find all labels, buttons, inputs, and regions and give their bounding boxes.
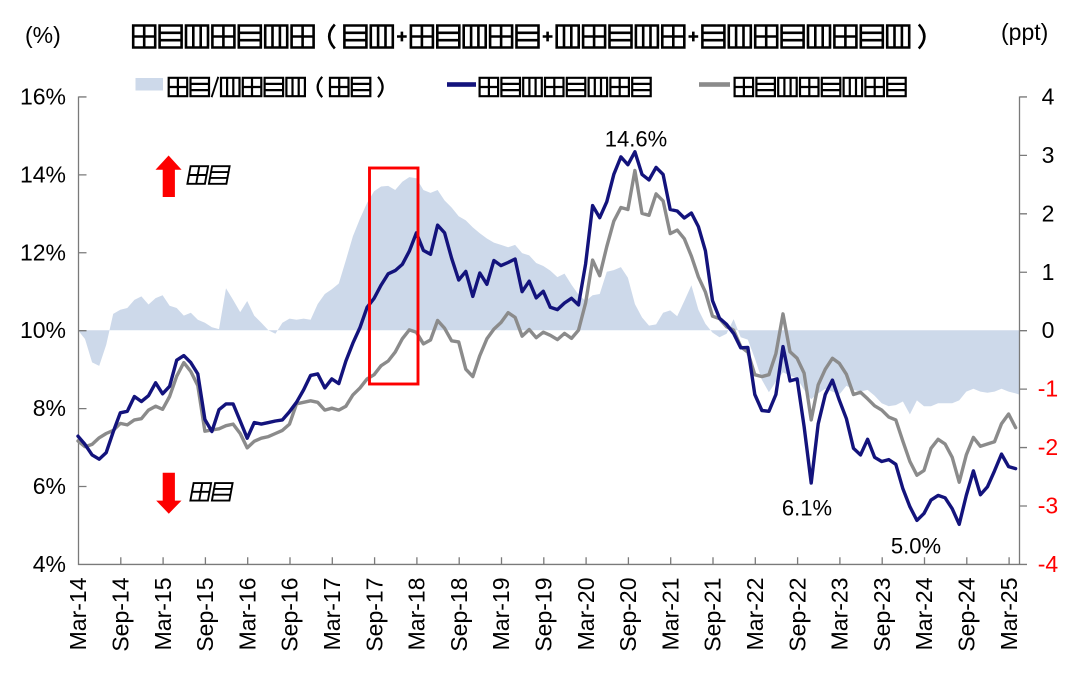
svg-text:12%: 12% [20,239,66,265]
svg-text:14.6%: 14.6% [605,127,667,152]
svg-text:2: 2 [1042,200,1055,226]
svg-text:6%: 6% [33,473,66,499]
svg-text:Sep-19: Sep-19 [531,578,557,652]
svg-text:Mar-23: Mar-23 [827,578,853,651]
svg-text:16%: 16% [20,84,66,110]
svg-text:Mar-24: Mar-24 [911,577,937,650]
svg-text:Sep-16: Sep-16 [277,578,303,652]
svg-text:0: 0 [1042,317,1055,343]
svg-text:-3: -3 [1038,493,1058,519]
svg-text:Sep-15: Sep-15 [192,578,218,652]
svg-text:6.1%: 6.1% [782,496,832,521]
svg-text:Sep-24: Sep-24 [954,577,980,651]
svg-text:(ppt): (ppt) [1001,19,1048,45]
svg-text:4%: 4% [33,551,66,577]
svg-text:Mar-22: Mar-22 [742,578,768,651]
svg-text:Sep-17: Sep-17 [361,578,387,652]
svg-text:3: 3 [1042,142,1055,168]
svg-text:-2: -2 [1038,434,1058,460]
svg-text:1: 1 [1042,259,1055,285]
svg-text:Mar-18: Mar-18 [404,578,430,651]
svg-text:10%: 10% [20,317,66,343]
svg-text:Mar-21: Mar-21 [657,578,683,651]
svg-text:8%: 8% [33,395,66,421]
svg-text:Mar-25: Mar-25 [996,578,1022,651]
svg-text:5.0%: 5.0% [891,534,941,559]
svg-text:(%): (%) [25,22,61,48]
svg-text:Sep-22: Sep-22 [784,578,810,652]
svg-text:Mar-19: Mar-19 [488,578,514,651]
svg-text:Mar-15: Mar-15 [150,578,176,651]
svg-text:Mar-14: Mar-14 [65,577,91,650]
svg-text:-4: -4 [1038,551,1059,577]
svg-text:14%: 14% [20,161,66,187]
svg-text:Sep-21: Sep-21 [700,578,726,652]
svg-text:Mar-17: Mar-17 [319,578,345,651]
svg-text:Sep-23: Sep-23 [869,578,895,652]
svg-text:Sep-18: Sep-18 [446,578,472,652]
svg-text:Mar-16: Mar-16 [234,578,260,651]
svg-text:Sep-20: Sep-20 [615,578,641,652]
svg-text:Mar-20: Mar-20 [573,578,599,651]
svg-text:Sep-14: Sep-14 [108,577,134,651]
svg-text:-1: -1 [1038,376,1058,402]
svg-text:4: 4 [1042,84,1055,110]
